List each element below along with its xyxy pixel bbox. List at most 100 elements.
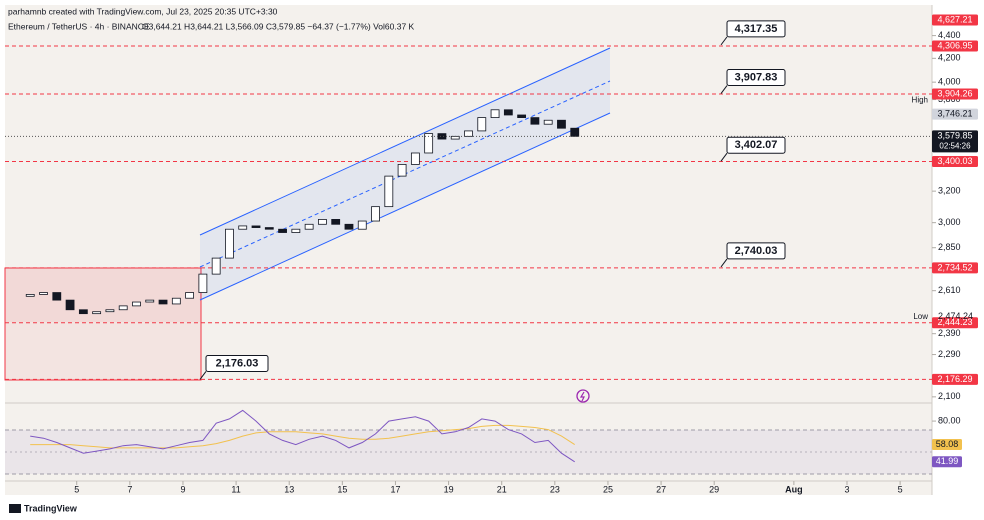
level-label: 2,734.52 <box>937 262 972 272</box>
candle-body <box>198 273 208 293</box>
rsi-line <box>30 409 575 463</box>
x-tick-label: 17 <box>390 484 400 494</box>
ohlc: O3,644.21 H3,644.21 L3,566.09 C3,579.85 … <box>142 21 415 31</box>
candle-body <box>291 228 301 233</box>
plot-area <box>5 5 932 495</box>
callout-box <box>205 354 269 372</box>
candle-body <box>543 119 553 125</box>
x-tick-label: 3 <box>844 484 849 494</box>
candle-body <box>397 164 407 177</box>
y-tick-label: 2,850 <box>938 242 961 252</box>
range-box <box>4 267 202 381</box>
callout-leader <box>720 258 728 268</box>
callout-label: 3,402.07 <box>735 139 778 151</box>
callout-box <box>726 69 786 87</box>
candle-body <box>570 127 580 137</box>
candle-body <box>225 228 234 259</box>
callout-label: 2,176.03 <box>216 357 259 369</box>
x-tick-label: 9 <box>180 484 185 494</box>
y-tick-label: 2,290 <box>938 349 961 359</box>
logo <box>9 504 21 513</box>
callout-leader <box>720 152 728 162</box>
candle-body <box>39 292 48 295</box>
candle-body <box>318 219 327 225</box>
x-tick-label: 25 <box>603 484 613 494</box>
level-box <box>932 373 978 385</box>
candle-body <box>132 301 141 307</box>
candle-body <box>25 294 35 297</box>
y-tick-label: 4,400 <box>938 30 961 40</box>
candle-body <box>52 292 62 301</box>
y-tick-label: 4,000 <box>938 77 961 87</box>
level-label: 2,444.23 <box>937 317 972 327</box>
candle-body <box>211 257 221 275</box>
candle-body <box>65 299 75 311</box>
x-tick-label: 23 <box>550 484 560 494</box>
callout-leader <box>199 371 207 380</box>
y-tick-label: 2,100 <box>938 391 961 401</box>
callout-leader <box>720 85 728 94</box>
x-tick-label: 13 <box>284 484 294 494</box>
x-tick-label: 5 <box>898 484 903 494</box>
level-box <box>932 262 978 274</box>
candle-body <box>264 227 274 230</box>
candle-body <box>424 133 434 154</box>
candle-body <box>477 117 487 132</box>
high-label: 3,746.21 <box>937 109 972 119</box>
candle-body <box>517 114 527 119</box>
y-tick-label: 3,200 <box>938 186 961 196</box>
level-box <box>932 317 978 329</box>
high-name: High <box>912 95 928 104</box>
range-box-upper <box>5 268 201 322</box>
rsi-value-box <box>932 439 962 451</box>
candle-body <box>530 117 540 125</box>
x-tick-label: 15 <box>337 484 347 494</box>
candle-body <box>371 206 380 222</box>
author: parhamnb created with TradingView.com, J… <box>8 6 278 16</box>
candle-body <box>118 305 128 311</box>
candle-body <box>503 109 513 116</box>
candle-body <box>557 119 566 129</box>
candle-body <box>278 228 287 233</box>
x-tick-label: 5 <box>74 484 79 494</box>
candle-body <box>384 175 394 208</box>
rsi-value-box <box>932 456 962 468</box>
candle-body <box>158 299 168 305</box>
candle-body <box>105 309 115 313</box>
candle-body <box>92 311 102 315</box>
callout-leader <box>720 36 728 46</box>
candle-body <box>331 219 341 225</box>
candle-body <box>344 223 354 230</box>
candle-body <box>251 225 261 228</box>
candle-body <box>464 130 473 137</box>
rsi-ma-line <box>30 424 575 449</box>
rsi-value-label: 41.99 <box>936 456 959 466</box>
x-tick-label: 27 <box>656 484 666 494</box>
x-tick-label: 21 <box>497 484 507 494</box>
x-tick-label: 7 <box>127 484 132 494</box>
y-tick-label: 2,390 <box>938 328 961 338</box>
channel-top <box>199 47 611 236</box>
range-top-box <box>932 14 978 26</box>
event-icon[interactable] <box>576 389 590 403</box>
x-tick-label: 11 <box>231 484 240 494</box>
callout-label: 3,907.83 <box>735 71 778 83</box>
level-label: 2,176.29 <box>937 374 972 384</box>
x-tick-label: 19 <box>444 484 454 494</box>
y-tick-label: 2,610 <box>938 285 961 295</box>
symbol: Ethereum / TetherUS · 4h · BINANCE <box>8 21 150 31</box>
high-box <box>932 108 978 120</box>
candle-body <box>357 220 367 230</box>
y-tick-label: 4,200 <box>938 53 961 63</box>
low-name: Low <box>913 312 928 321</box>
range-top-label: 4,627.21 <box>937 14 972 24</box>
candle-body <box>171 297 181 305</box>
channel-bottom <box>199 112 611 301</box>
level-label: 3,400.03 <box>937 156 972 166</box>
callout-label: 2,740.03 <box>735 245 778 257</box>
candle-body <box>238 225 248 230</box>
x-tick-label: Aug <box>785 484 803 494</box>
rsi-value-label: 58.08 <box>936 439 959 449</box>
level-label: 3,904.26 <box>937 88 972 98</box>
